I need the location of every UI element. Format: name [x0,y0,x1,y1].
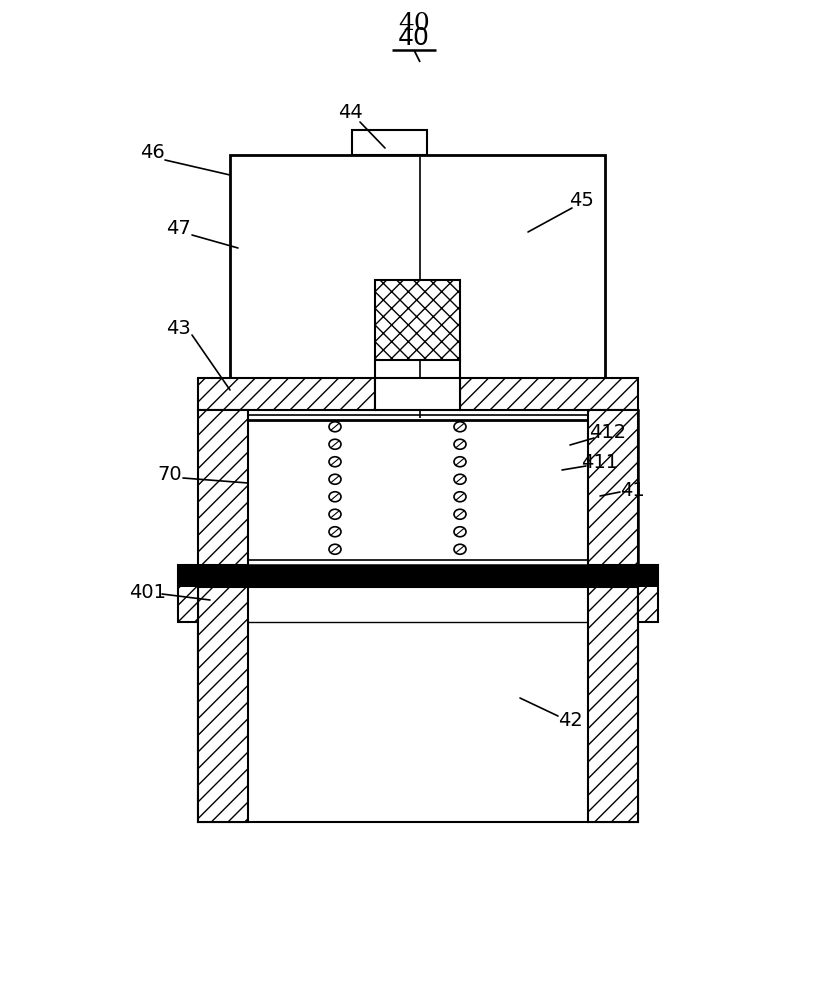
Bar [587,410,638,565]
Bar [229,155,604,420]
Ellipse shape [329,527,340,537]
Bar [374,280,460,360]
Text: 43: 43 [166,318,190,338]
Text: 46: 46 [139,143,164,162]
Ellipse shape [454,439,465,449]
Text: 411: 411 [580,452,618,472]
Ellipse shape [454,422,465,432]
Text: 70: 70 [157,466,182,485]
Ellipse shape [329,474,340,484]
Bar [198,410,248,565]
Ellipse shape [329,544,340,554]
Text: 44: 44 [337,103,362,122]
Bar [587,587,638,822]
Text: 40: 40 [397,12,430,35]
Ellipse shape [329,457,340,467]
Text: 47: 47 [166,219,190,238]
Bar [638,565,657,622]
Text: 401: 401 [129,582,166,601]
Ellipse shape [454,457,465,467]
Text: 45: 45 [569,191,594,210]
Ellipse shape [454,474,465,484]
Bar [178,565,198,622]
Bar [198,410,638,565]
Text: 412: 412 [589,422,626,442]
Ellipse shape [454,527,465,537]
Ellipse shape [454,492,465,502]
Text: 42: 42 [557,710,582,729]
Ellipse shape [329,492,340,502]
Text: 41: 41 [619,481,643,499]
Text: 40: 40 [397,26,430,50]
Ellipse shape [329,439,340,449]
Bar [198,378,374,410]
Ellipse shape [454,509,465,519]
Bar [198,587,638,822]
Bar [460,378,638,410]
Bar [178,565,657,587]
Ellipse shape [454,544,465,554]
Ellipse shape [329,509,340,519]
Ellipse shape [329,422,340,432]
Bar [198,587,248,822]
Bar [352,130,426,155]
Bar [374,378,460,410]
